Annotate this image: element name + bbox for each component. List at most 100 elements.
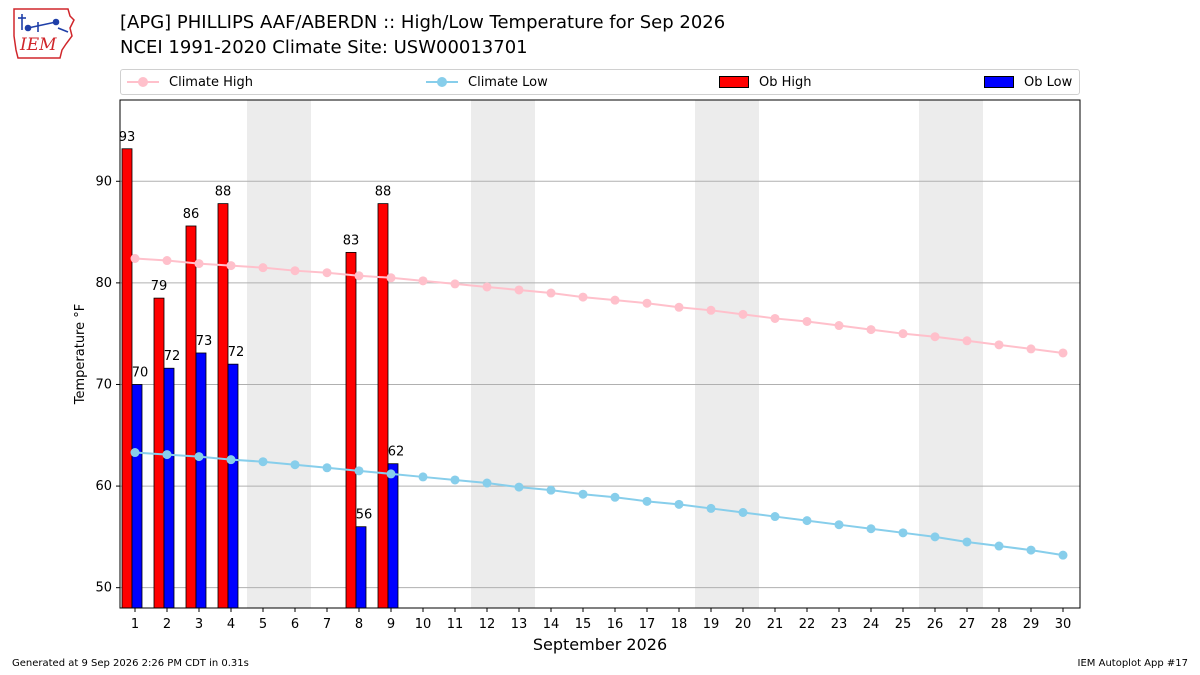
- x-tick-label: 3: [195, 617, 203, 632]
- climate-high-point: [802, 316, 812, 326]
- x-tick-label: 18: [671, 617, 688, 632]
- climate-low-point: [610, 492, 620, 502]
- y-tick-label: 90: [95, 174, 112, 189]
- climate-high-swatch: [127, 77, 159, 87]
- y-axis-label: Temperature °F: [73, 304, 88, 405]
- legend-item-climate-high: Climate High: [127, 70, 253, 94]
- x-tick-label: 21: [767, 617, 784, 632]
- y-tick-label: 80: [95, 276, 112, 291]
- x-tick-label: 4: [227, 617, 235, 632]
- climate-high-point: [706, 305, 716, 315]
- x-tick-label: 28: [991, 617, 1008, 632]
- legend-label-climate-high: Climate High: [169, 74, 254, 90]
- climate-high-point: [130, 253, 140, 263]
- climate-high-point: [322, 268, 332, 278]
- ob-high-value-label: 93: [119, 130, 136, 145]
- legend: Climate High Climate Low Ob High Ob Low: [120, 69, 1080, 95]
- climate-low-point: [354, 466, 364, 476]
- footer-generated: Generated at 9 Sep 2026 2:26 PM CDT in 0…: [12, 658, 249, 669]
- x-tick-label: 6: [291, 617, 299, 632]
- ob-high-value-label: 86: [183, 207, 200, 222]
- climate-low-point: [546, 485, 556, 495]
- climate-high-point: [610, 295, 620, 305]
- climate-low-point: [738, 507, 748, 517]
- legend-label-climate-low: Climate Low: [468, 74, 548, 90]
- ob-low-bar: [131, 384, 143, 609]
- y-tick-label: 60: [95, 479, 112, 494]
- x-tick-label: 23: [831, 617, 848, 632]
- climate-high-point: [834, 321, 844, 331]
- x-tick-label: 9: [387, 617, 395, 632]
- climate-high-point: [866, 325, 876, 335]
- x-tick-label: 16: [607, 617, 624, 632]
- ob-low-swatch: [984, 76, 1014, 88]
- chart-subtitle: NCEI 1991-2020 Climate Site: USW00013701: [120, 37, 528, 58]
- ob-low-bar: [163, 367, 175, 609]
- x-tick-label: 14: [543, 617, 560, 632]
- ob-high-bar: [345, 251, 357, 609]
- x-tick-label: 2: [163, 617, 171, 632]
- ob-low-bar: [355, 526, 367, 609]
- weekend-band: [247, 100, 311, 608]
- climate-low-point: [706, 503, 716, 513]
- weekend-band: [471, 100, 535, 608]
- ob-high-bar: [121, 148, 133, 609]
- x-tick-label: 8: [355, 617, 363, 632]
- logo-text: IEM: [19, 35, 57, 55]
- x-tick-label: 25: [895, 617, 912, 632]
- climate-high-point: [962, 336, 972, 346]
- climate-low-point: [450, 475, 460, 485]
- climate-high-point: [1026, 344, 1036, 354]
- climate-high-point: [994, 340, 1004, 350]
- x-tick-label: 22: [799, 617, 816, 632]
- ob-low-value-label: 72: [228, 345, 245, 360]
- climate-low-point: [226, 455, 236, 465]
- climate-low-point: [194, 452, 204, 462]
- climate-high-point: [674, 302, 684, 312]
- climate-high-point: [546, 288, 556, 298]
- climate-high-point: [578, 292, 588, 302]
- ob-low-bar: [387, 463, 399, 609]
- plot-frame: [119, 99, 1081, 609]
- iem-logo: IEM: [8, 6, 80, 60]
- x-tick-label: 1: [131, 617, 139, 632]
- climate-low-point: [578, 489, 588, 499]
- climate-high-point: [482, 282, 492, 292]
- climate-low-point: [162, 450, 172, 460]
- climate-low-point: [994, 541, 1004, 551]
- x-tick-label: 24: [863, 617, 880, 632]
- legend-item-ob-low: Ob Low: [984, 70, 1072, 94]
- y-tick-label: 50: [95, 581, 112, 596]
- climate-low-point: [866, 524, 876, 534]
- climate-low-point: [802, 516, 812, 526]
- ob-low-value-label: 70: [132, 365, 149, 380]
- x-tick-label: 20: [735, 617, 752, 632]
- climate-high-point: [930, 332, 940, 342]
- ob-high-bar: [185, 225, 197, 609]
- x-tick-label: 13: [511, 617, 528, 632]
- x-tick-label: 5: [259, 617, 267, 632]
- climate-high-point: [354, 271, 364, 281]
- climate-low-swatch: [426, 77, 458, 87]
- x-tick-label: 29: [1023, 617, 1040, 632]
- ob-high-value-label: 88: [215, 185, 232, 200]
- y-tick-label: 70: [95, 377, 112, 392]
- climate-high-point: [738, 309, 748, 319]
- x-tick-label: 11: [447, 617, 464, 632]
- climate-high-point: [194, 259, 204, 269]
- climate-low-point: [386, 469, 396, 479]
- climate-low-point: [514, 482, 524, 492]
- ob-low-value-label: 62: [388, 445, 405, 460]
- climate-low-point: [418, 472, 428, 482]
- climate-low-point: [322, 463, 332, 473]
- x-tick-label: 7: [323, 617, 331, 632]
- climate-low-point: [1058, 550, 1068, 560]
- climate-high-point: [258, 263, 268, 273]
- climate-low-point: [962, 537, 972, 547]
- ob-low-value-label: 72: [164, 349, 181, 364]
- climate-high-line: [134, 257, 1064, 354]
- x-tick-label: 17: [639, 617, 656, 632]
- climate-low-point: [258, 457, 268, 467]
- climate-high-point: [450, 279, 460, 289]
